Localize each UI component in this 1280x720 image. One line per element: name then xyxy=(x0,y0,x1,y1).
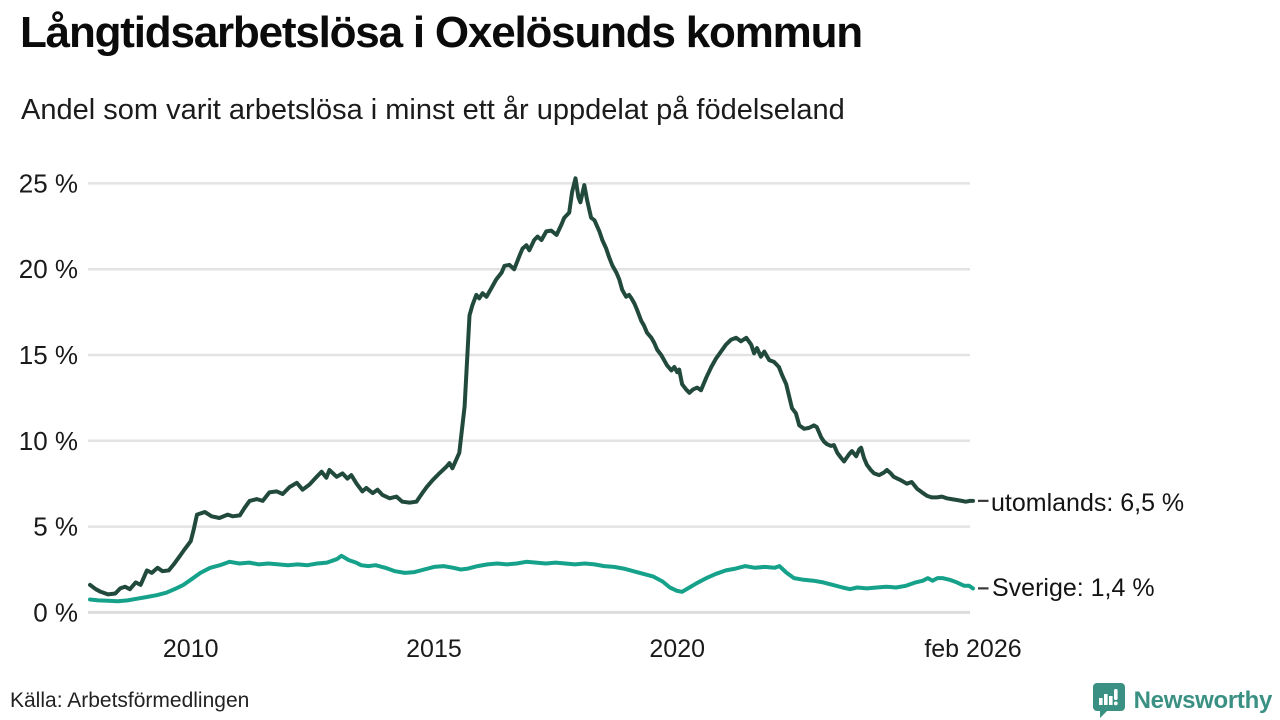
series-line-Sverige xyxy=(88,553,975,604)
series-label-sverige: Sverige: 1,4 % xyxy=(992,574,1155,602)
source-note: Källa: Arbetsförmedlingen xyxy=(10,689,250,712)
y-tick-label: 25 % xyxy=(19,168,78,198)
y-tick-label: 0 % xyxy=(33,597,78,627)
bar-chart-speech-bubble-icon xyxy=(1092,683,1125,718)
y-tick-label: 10 % xyxy=(19,426,78,456)
y-tick-label: 15 % xyxy=(19,340,78,370)
page-title: Långtidsarbetslösa i Oxelösunds kommun xyxy=(20,8,863,57)
series-line-utomlands xyxy=(88,176,975,597)
x-tick-label: feb 2026 xyxy=(924,635,1021,663)
chart-subtitle: Andel som varit arbetslösa i minst ett å… xyxy=(21,94,845,126)
newsworthy-logo: Newsworthy xyxy=(1092,682,1272,719)
x-tick-label: 2010 xyxy=(163,635,219,663)
newsworthy-wordmark: Newsworthy xyxy=(1133,686,1273,714)
x-tick-label: 2020 xyxy=(649,635,705,663)
y-tick-label: 20 % xyxy=(19,254,78,284)
series-label-utomlands: utomlands: 6,5 % xyxy=(991,489,1185,517)
x-tick-label: 2015 xyxy=(406,635,462,663)
y-tick-label: 5 % xyxy=(33,512,78,542)
